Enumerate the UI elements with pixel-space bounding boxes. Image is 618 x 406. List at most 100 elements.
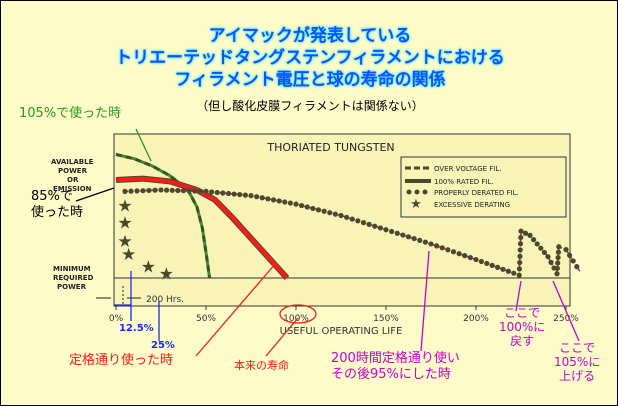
legend-excess: EXCESSIVE DERATING xyxy=(434,201,510,209)
x-axis-label: USEFUL OPERATING LIFE xyxy=(280,326,403,337)
excessive-derating-star: ★ xyxy=(141,258,156,278)
title-line-3: フィラメント電圧と球の寿命の関係 xyxy=(174,70,446,90)
derated-point xyxy=(555,260,561,266)
derated-point xyxy=(518,234,524,241)
derated-point xyxy=(270,197,277,203)
derated-point xyxy=(428,241,434,247)
derated-point xyxy=(511,270,517,276)
excessive-derating-star: ★ xyxy=(159,265,174,285)
derated-point xyxy=(555,254,561,261)
derated-point xyxy=(394,230,400,236)
x-tick-label: 150% xyxy=(373,314,399,324)
derated-point xyxy=(505,268,511,274)
annotation-life: 本来の寿命 xyxy=(234,359,289,372)
derated-point xyxy=(360,220,367,226)
derated-point xyxy=(355,218,361,224)
y-label-top: AVAILABLE POWER OR EMISSION xyxy=(51,158,94,193)
hours-label: 200 Hrs. xyxy=(146,295,184,305)
y-label-bottom: MINIMUM REQUIRED POWER xyxy=(53,265,94,291)
derated-point xyxy=(518,228,524,234)
derated-point xyxy=(555,249,562,255)
derated-point xyxy=(327,210,333,216)
derated-point xyxy=(209,189,215,195)
derated-point xyxy=(531,237,537,243)
derated-point xyxy=(299,202,305,209)
derated-point xyxy=(332,211,338,217)
derated-point xyxy=(214,189,220,196)
excessive-derating-star: ★ xyxy=(117,197,132,217)
derated-point xyxy=(287,200,293,206)
derated-point xyxy=(248,193,254,199)
derated-point xyxy=(467,254,473,261)
derated-point xyxy=(400,232,406,238)
svg-text:★: ★ xyxy=(410,197,422,212)
svg-text:POWER: POWER xyxy=(57,283,87,291)
derated-point xyxy=(134,188,140,194)
derated-point xyxy=(574,264,580,270)
derated-point xyxy=(517,259,523,266)
derated-point xyxy=(140,188,146,194)
svg-text:MINIMUM: MINIMUM xyxy=(53,265,91,273)
derated-point xyxy=(197,188,203,194)
derated-point xyxy=(500,266,506,272)
derated-point xyxy=(175,187,181,194)
derated-point xyxy=(304,204,310,210)
legend-derated: PROPERLY DERATED FIL. xyxy=(434,189,519,197)
subtitle-note: （但し酸化皮膜フィラメントは関係ない） xyxy=(196,99,424,113)
derated-point xyxy=(489,262,495,268)
derated-point xyxy=(456,251,462,257)
derated-point xyxy=(237,191,243,198)
derated-point xyxy=(338,212,344,219)
annotation-over-voltage: 105%で使った時 xyxy=(19,106,122,121)
derated-point xyxy=(527,232,533,238)
derated-point xyxy=(411,235,417,242)
derated-point xyxy=(517,241,524,247)
derated-point xyxy=(169,187,175,193)
annotation-excessive: 85%で 使った時 xyxy=(31,189,84,220)
derated-point xyxy=(146,187,152,194)
derated-point xyxy=(383,227,389,233)
derated-point xyxy=(128,188,134,194)
derated-point xyxy=(405,234,412,240)
derated-point xyxy=(242,192,248,198)
derated-point xyxy=(344,214,350,220)
derated-point xyxy=(567,252,573,258)
derated-point xyxy=(417,237,423,243)
derated-point xyxy=(450,249,457,255)
annotation-up-105: ここで 105%に 上げる xyxy=(554,341,601,383)
derated-point xyxy=(265,196,271,202)
derated-point xyxy=(554,271,560,277)
derated-point xyxy=(282,199,288,205)
title-line-2: トリエーテッドタングステンフィラメントにおける xyxy=(115,48,505,68)
derated-point xyxy=(478,258,484,265)
annotation-back-100: ここで 100%に 戻す xyxy=(499,306,546,348)
derated-point xyxy=(164,187,170,193)
derated-point xyxy=(220,190,226,196)
annotation-25: 25% xyxy=(151,340,175,351)
derated-point xyxy=(495,264,501,270)
derated-point xyxy=(276,198,282,204)
derated-point xyxy=(570,258,576,264)
annotation-12-5: 12.5% xyxy=(119,323,154,334)
svg-text:EMISSION: EMISSION xyxy=(53,185,92,193)
derated-point xyxy=(122,188,128,194)
derated-point xyxy=(545,254,551,260)
annotation-derated: 200時間定格通り使い その後95%にした時 xyxy=(331,351,460,382)
svg-text:REQUIRED: REQUIRED xyxy=(53,274,94,282)
x-tick-label: 0% xyxy=(109,314,124,324)
derated-point xyxy=(554,265,560,271)
derated-point xyxy=(445,247,451,253)
plot-frame xyxy=(113,133,571,307)
derated-point xyxy=(517,247,523,253)
annotation-rated: 定格通り使った時 xyxy=(69,353,174,368)
legend-rated: 100% RATED FIL. xyxy=(434,178,494,186)
derated-point xyxy=(225,190,232,197)
derated-point xyxy=(315,207,322,213)
derated-point xyxy=(310,205,316,212)
excessive-derating-star: ★ xyxy=(117,232,132,252)
derated-point xyxy=(556,244,562,250)
title-line-1: アイマックが発表している xyxy=(208,26,412,46)
derated-point xyxy=(389,228,395,235)
derated-point xyxy=(259,195,265,201)
